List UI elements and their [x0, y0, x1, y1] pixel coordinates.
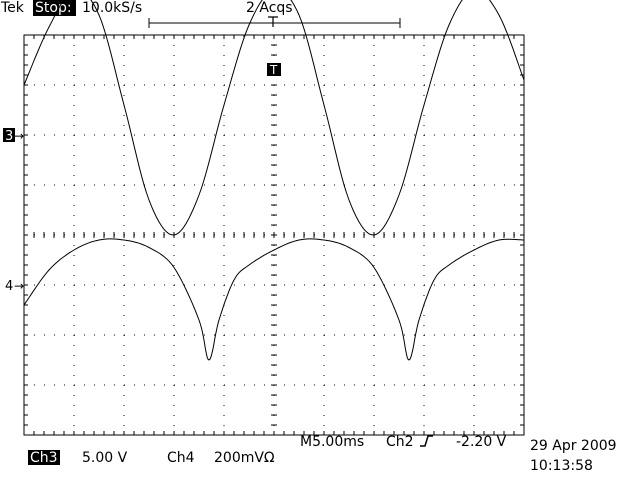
trigger-level-label: -2.20 V [456, 434, 507, 450]
ch3-scale: 5.00 V [82, 450, 128, 466]
ch3-ground-marker: 3 → [3, 128, 24, 144]
ch4-scale: 200mVΩ [214, 450, 275, 466]
svg-text:T: T [269, 63, 278, 77]
ch4-label: Ch4 [167, 450, 195, 466]
graticule [23, 34, 525, 436]
ch3-label-background [28, 450, 60, 465]
trigger-source-label: Ch2 [386, 434, 414, 450]
brand-label: Tek [0, 0, 25, 16]
svg-text:4: 4 [5, 279, 13, 294]
run-state-background [33, 0, 76, 16]
acquisitions-label: 2 Acqs [246, 0, 293, 16]
timebase-label: M5.00ms [300, 434, 364, 450]
rising-edge-icon [420, 435, 433, 447]
ch4-ground-marker: 4 → [5, 279, 24, 294]
date-label: 29 Apr 2009 [530, 438, 617, 454]
ch3-label: Ch3 [30, 450, 58, 466]
svg-text:3: 3 [5, 129, 13, 144]
sample-rate-label: 10.0kS/s [82, 0, 142, 16]
record-bracket [148, 16, 401, 28]
ch4-waveform [23, 238, 524, 361]
trigger-position-marker: T [267, 63, 281, 77]
run-state-label: Stop: [35, 0, 72, 16]
ch4-arrow: → [14, 279, 24, 293]
ch3-waveform [23, 0, 525, 236]
ch3-arrow: → [14, 129, 24, 143]
time-label: 10:13:58 [530, 458, 593, 474]
